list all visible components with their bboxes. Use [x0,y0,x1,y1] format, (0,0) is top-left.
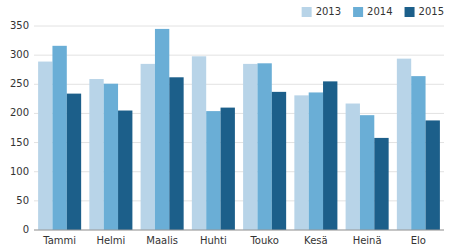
bar-series [67,77,440,230]
bar-series [38,56,411,230]
bar [243,64,257,230]
bar [192,56,206,230]
bar [67,94,81,230]
bar [155,29,169,230]
bar [309,92,323,230]
legend-swatch [405,7,415,17]
bar [323,81,337,230]
grid-line [34,230,444,231]
chart-svg: 0 50 100 150 200 250 300 350 Tammi Helmi Maalis Huh… [0,0,454,252]
bar [257,63,271,230]
y-tick-label: 150 [10,137,29,148]
x-tick-label: Huhti [200,235,227,246]
x-tick-label: Helmi [96,235,125,246]
bar [411,76,425,230]
bar [221,108,235,230]
x-tick-label: Tammi [42,235,76,246]
bar [89,79,103,230]
legend-swatch [353,7,363,17]
x-axis-line [34,230,444,231]
legend-item: 2013 [302,6,341,17]
y-tick-label: 250 [10,78,29,89]
y-tick-label: 50 [16,195,29,206]
y-tick-label: 0 [23,224,29,235]
bars [38,29,440,230]
x-tick-label: Maalis [146,235,178,246]
x-tick-label: Elo [411,235,426,246]
y-tick-label: 200 [10,107,29,118]
legend-label: 2015 [419,6,444,17]
bar [52,46,66,230]
y-tick-label: 350 [10,20,29,31]
bar [141,64,155,230]
bar [38,62,52,230]
bar-series [52,29,425,230]
bar [374,138,388,230]
x-tick-label: Touko [249,235,278,246]
y-tick-label: 100 [10,166,29,177]
legend: 2013 2014 2015 [302,6,444,17]
x-tick-label: Kesä [304,235,328,246]
x-tick-label: Heinä [353,235,382,246]
bar [346,104,360,230]
chart-container: 0 50 100 150 200 250 300 350 Tammi Helmi Maalis Huh… [0,0,454,252]
grid-line [34,55,444,56]
bar [294,95,308,230]
bar [360,115,374,230]
bar [104,84,118,230]
legend-label: 2013 [316,6,341,17]
y-tick-label: 300 [10,49,29,60]
bar [206,111,220,230]
bar [426,120,440,230]
x-axis: Tammi Helmi Maalis Huhti Touko Kesä Heinä Elo [42,235,426,246]
grid-line [34,26,444,27]
bar [272,92,286,230]
y-axis: 0 50 100 150 200 250 300 350 [10,20,29,235]
bar [169,77,183,230]
bar [118,111,132,230]
legend-label: 2014 [367,6,392,17]
legend-swatch [302,7,312,17]
bar [397,59,411,230]
legend-item: 2015 [405,6,444,17]
grid [34,26,444,230]
legend-item: 2014 [353,6,392,17]
